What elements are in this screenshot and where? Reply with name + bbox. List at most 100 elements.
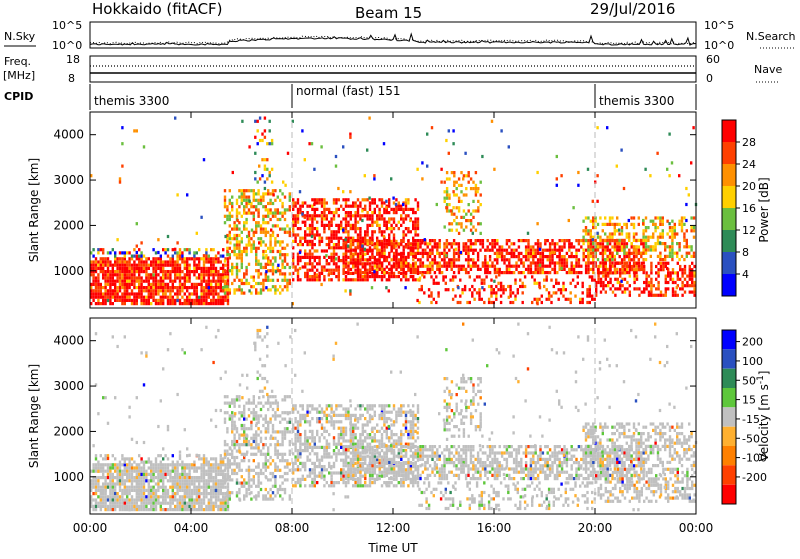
heatmap-cell [289, 272, 291, 275]
heatmap-cell [347, 249, 349, 252]
heatmap-cell [345, 275, 347, 278]
heatmap-cell [347, 224, 349, 227]
heatmap-cell [441, 252, 443, 255]
heatmap-cell [428, 288, 430, 291]
heatmap-cell [568, 245, 570, 248]
heatmap-cell [383, 235, 385, 238]
heatmap-cell [407, 214, 409, 217]
heatmap-cell [477, 255, 479, 258]
heatmap-cell [241, 231, 243, 234]
heatmap-cell [434, 271, 436, 274]
heatmap-cell [260, 272, 262, 275]
heatmap-cell [255, 269, 257, 272]
heatmap-cell [562, 285, 564, 288]
heatmap-cell [667, 281, 669, 284]
heatmap-cell [628, 258, 630, 261]
heatmap-cell [647, 248, 649, 251]
heatmap-cell [368, 117, 370, 120]
heatmap-cell [208, 476, 210, 479]
heatmap-cell [393, 217, 395, 220]
heatmap-cell [145, 498, 147, 501]
heatmap-cell [260, 196, 262, 199]
heatmap-cell [97, 280, 99, 283]
heatmap-cell [200, 286, 202, 289]
heatmap-cell [160, 289, 162, 292]
heatmap-cell [184, 482, 186, 485]
heatmap-cell [245, 205, 247, 208]
heatmap-cell [210, 463, 212, 466]
heatmap-cell [635, 239, 637, 242]
heatmap-cell [444, 197, 446, 200]
heatmap-cell [184, 495, 186, 498]
heatmap-cell [376, 245, 378, 248]
heatmap-cell [176, 505, 178, 508]
heatmap-cell [243, 247, 245, 250]
heatmap-cell [629, 265, 631, 268]
power-colorbar-label: Power [dB] [757, 177, 771, 242]
heatmap-cell [126, 251, 128, 254]
heatmap-cell [109, 463, 111, 466]
heatmap-cell [693, 284, 695, 287]
heatmap-cell [388, 211, 390, 214]
heatmap-cell [463, 193, 465, 196]
heatmap-cell [224, 199, 226, 202]
heatmap-cell [415, 261, 417, 264]
heatmap-cell [579, 301, 581, 304]
heatmap-cell [376, 249, 378, 252]
heatmap-cell [231, 202, 233, 205]
heatmap-cell [224, 395, 226, 398]
heatmap-cell [304, 275, 306, 278]
heatmap-cell [181, 502, 183, 505]
heatmap-cell [309, 224, 311, 227]
heatmap-cell [458, 209, 460, 212]
heatmap-cell [417, 221, 419, 224]
heatmap-cell [167, 299, 169, 302]
heatmap-cell [198, 482, 200, 485]
heatmap-cell [451, 261, 453, 264]
heatmap-cell [500, 282, 502, 285]
heatmap-cell [169, 264, 171, 267]
heatmap-cell [614, 239, 616, 242]
heatmap-cell [496, 242, 498, 245]
heatmap-cell [359, 252, 361, 255]
heatmap-cell [205, 479, 207, 482]
heatmap-cell [133, 273, 135, 276]
heatmap-cell [669, 229, 671, 232]
heatmap-cell [243, 282, 245, 285]
heatmap-cell [109, 498, 111, 501]
heatmap-cell [208, 492, 210, 495]
heatmap-cell [561, 249, 563, 252]
heatmap-cell [150, 260, 152, 263]
cpid-segment-label: normal (fast) 151 [296, 84, 400, 98]
heatmap-cell [224, 221, 226, 224]
heatmap-cell [614, 265, 616, 268]
heatmap-cell [274, 208, 276, 211]
heatmap-cell [597, 275, 599, 278]
heatmap-cell [323, 208, 325, 211]
heatmap-cell [597, 245, 599, 248]
heatmap-cell [224, 482, 226, 485]
heatmap-cell [186, 286, 188, 289]
heatmap-cell [655, 271, 657, 274]
heatmap-cell [523, 261, 525, 264]
heatmap-cell [179, 479, 181, 482]
heatmap-cell [453, 261, 455, 264]
heatmap-cell [417, 201, 419, 204]
heatmap-cell [212, 476, 214, 479]
heatmap-cell [176, 251, 178, 254]
heatmap-cell [269, 129, 271, 132]
heatmap-cell [369, 214, 371, 217]
heatmap-cell [162, 479, 164, 482]
heatmap-cell [148, 267, 150, 270]
heatmap-cell [253, 212, 255, 215]
heatmap-cell [133, 264, 135, 267]
heatmap-cell [167, 235, 169, 238]
heatmap-cell [224, 498, 226, 501]
heatmap-cell [572, 206, 574, 209]
heatmap-cell [650, 265, 652, 268]
heatmap-cell [590, 245, 592, 248]
heatmap-cell [412, 239, 414, 242]
heatmap-cell [366, 214, 368, 217]
heatmap-cell [362, 278, 364, 281]
heatmap-cell [92, 248, 94, 251]
